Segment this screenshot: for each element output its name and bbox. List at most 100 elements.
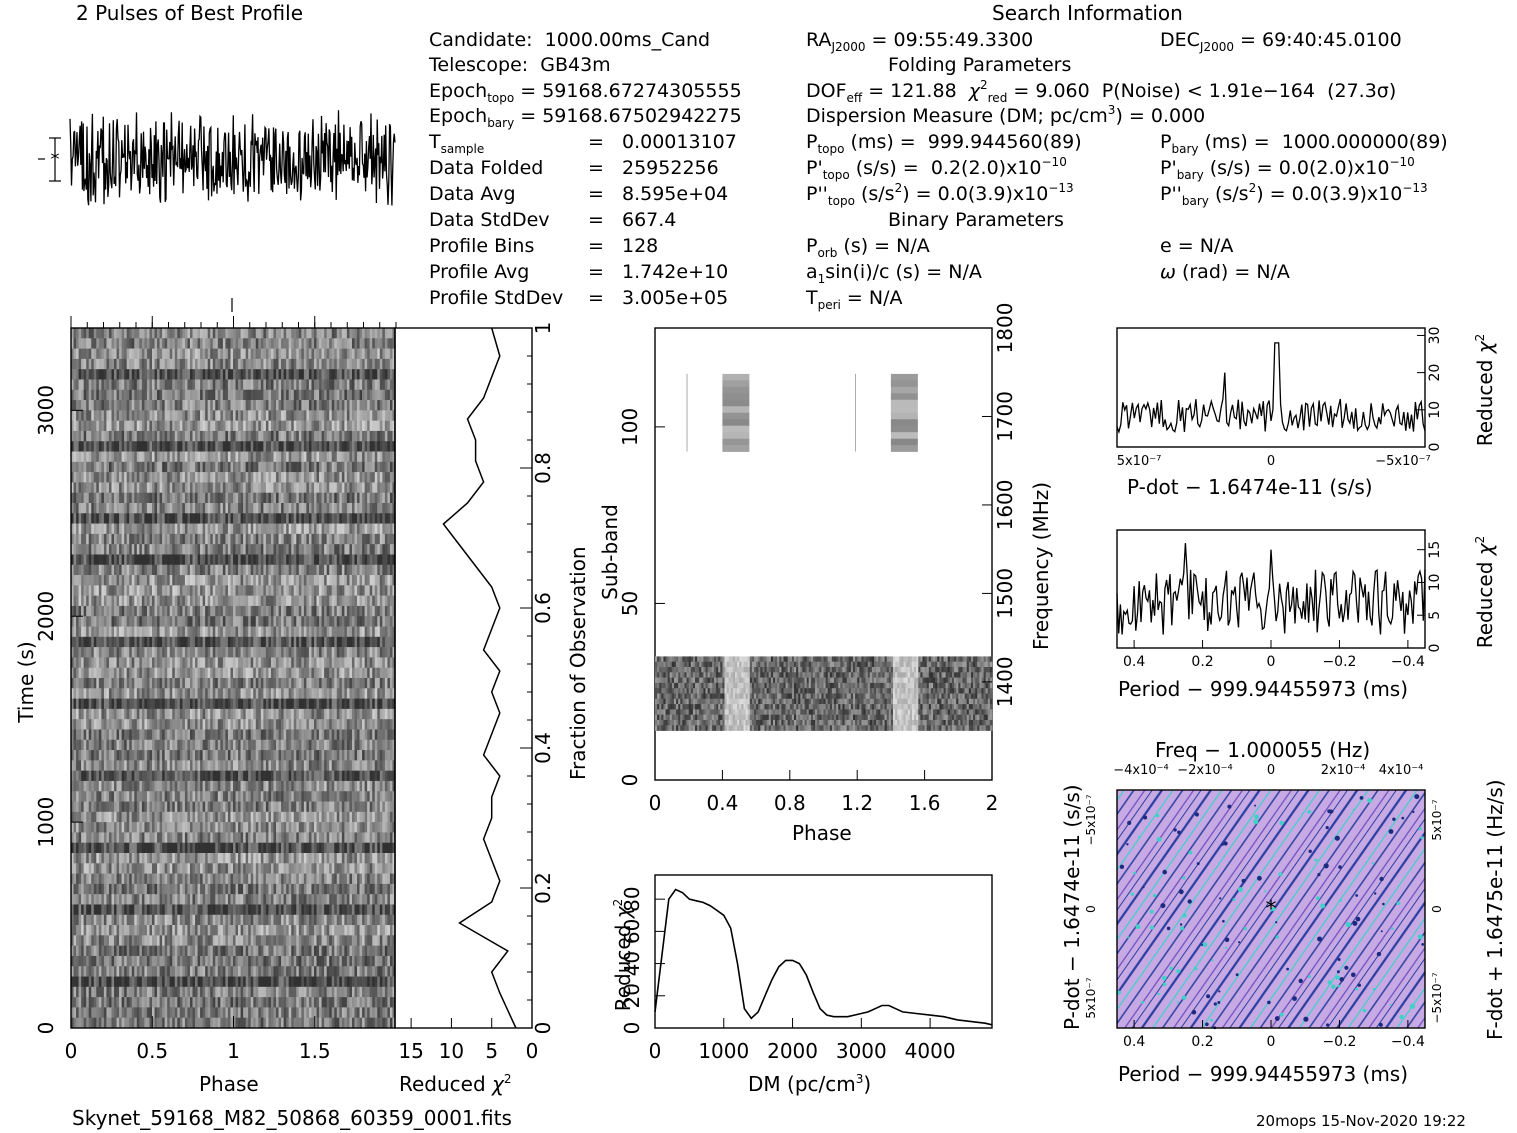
time-phase-cell bbox=[258, 719, 262, 730]
time-phase-cell bbox=[276, 585, 279, 596]
time-phase-cell bbox=[217, 523, 221, 535]
time-phase-cell bbox=[195, 667, 198, 679]
time-phase-cell bbox=[136, 348, 140, 360]
time-phase-cell bbox=[270, 503, 274, 514]
time-phase-cell bbox=[162, 348, 165, 360]
time-phase-cell bbox=[217, 513, 221, 524]
time-phase-cell bbox=[83, 719, 87, 730]
time-phase-cell bbox=[103, 616, 107, 627]
time-phase-cell bbox=[101, 554, 105, 566]
time-phase-cell bbox=[136, 441, 140, 452]
time-phase-cell bbox=[101, 358, 105, 370]
time-phase-cell bbox=[316, 338, 320, 349]
time-phase-cell bbox=[306, 657, 310, 668]
time-phase-cell bbox=[200, 647, 203, 658]
time-phase-cell bbox=[233, 708, 236, 720]
time-phase-cell bbox=[96, 400, 100, 411]
time-phase-cell bbox=[197, 616, 201, 627]
time-phase-cell bbox=[250, 667, 254, 679]
time-phase-cell bbox=[116, 657, 120, 668]
time-phase-cell bbox=[230, 698, 234, 710]
time-phase-cell bbox=[227, 544, 231, 555]
time-phase-cell bbox=[276, 492, 279, 504]
time-phase-cell bbox=[126, 482, 130, 493]
time-phase-cell bbox=[167, 719, 171, 730]
time-phase-cell bbox=[230, 472, 234, 483]
time-phase-cell bbox=[374, 472, 378, 483]
time-phase-cell bbox=[311, 358, 315, 370]
time-phase-cell bbox=[210, 358, 214, 370]
time-phase-cell bbox=[245, 513, 249, 524]
time-phase-cell bbox=[260, 430, 264, 442]
time-phase-cell bbox=[248, 348, 252, 360]
time-phase-cell bbox=[200, 420, 203, 432]
time-phase-cell bbox=[134, 719, 138, 730]
time-phase-cell bbox=[357, 441, 360, 452]
time-phase-cell bbox=[308, 554, 312, 566]
time-phase-cell bbox=[184, 636, 188, 648]
time-phase-cell bbox=[387, 410, 391, 421]
time-phase-cell bbox=[126, 451, 130, 463]
time-phase-cell bbox=[101, 369, 105, 380]
time-phase-cell bbox=[250, 554, 254, 566]
time-phase-cell bbox=[341, 647, 345, 658]
time-phase-cell bbox=[205, 616, 208, 627]
time-phase-cell bbox=[389, 503, 393, 514]
time-phase-cell bbox=[339, 400, 343, 411]
time-phase-cell bbox=[273, 533, 277, 545]
time-phase-cell bbox=[215, 667, 219, 679]
time-phase-cell bbox=[301, 605, 305, 617]
time-phase-cell bbox=[362, 585, 365, 596]
ra-value: 09:55:49.3300 bbox=[893, 29, 1034, 51]
time-phase-cell bbox=[152, 441, 155, 452]
time-phase-cell bbox=[316, 626, 320, 638]
time-phase-cell bbox=[220, 338, 224, 349]
time-phase-cell bbox=[311, 523, 315, 535]
time-phase-cell bbox=[389, 348, 393, 360]
time-phase-cell bbox=[319, 389, 322, 401]
time-phase-cell bbox=[205, 544, 208, 555]
time-phase-cell bbox=[134, 523, 138, 535]
time-phase-cell bbox=[344, 328, 348, 339]
time-phase-cell bbox=[126, 667, 130, 679]
time-phase-cell bbox=[387, 564, 391, 576]
time-phase-cell bbox=[121, 328, 125, 339]
time-phase-cell bbox=[392, 554, 396, 566]
time-phase-cell bbox=[212, 678, 216, 689]
time-phase-cell bbox=[268, 451, 272, 463]
time-phase-cell bbox=[354, 616, 358, 627]
time-phase-cell bbox=[184, 595, 188, 607]
time-phase-cell bbox=[341, 544, 345, 555]
time-phase-cell bbox=[131, 554, 135, 566]
time-phase-cell bbox=[126, 420, 130, 432]
time-phase-cell bbox=[306, 410, 310, 421]
time-phase-cell bbox=[202, 379, 206, 391]
time-phase-cell bbox=[174, 688, 178, 699]
time-phase-cell bbox=[197, 328, 201, 339]
time-phase-cell bbox=[372, 667, 376, 679]
time-phase-cell bbox=[154, 348, 158, 360]
time-phase-cell bbox=[233, 379, 236, 391]
time-phase-cell bbox=[182, 328, 186, 339]
time-phase-cell bbox=[389, 451, 393, 463]
time-phase-cell bbox=[387, 647, 391, 658]
time-phase-cell bbox=[291, 472, 295, 483]
time-phase-cell bbox=[96, 503, 100, 514]
time-phase-cell bbox=[369, 636, 373, 648]
time-phase-cell bbox=[329, 595, 333, 607]
time-phase-cell bbox=[270, 678, 274, 689]
time-phase-cell bbox=[362, 657, 365, 668]
time-phase-cell bbox=[367, 482, 370, 493]
time-phase-cell bbox=[354, 328, 358, 339]
time-phase-cell bbox=[172, 328, 176, 339]
time-phase-cell bbox=[389, 575, 393, 586]
time-phase-cell bbox=[331, 544, 335, 555]
time-phase-cell bbox=[174, 533, 178, 545]
time-phase-cell bbox=[286, 430, 289, 442]
time-phase-cell bbox=[222, 647, 226, 658]
time-phase-cell bbox=[268, 533, 272, 545]
time-phase-cell bbox=[369, 533, 373, 545]
time-phase-cell bbox=[243, 348, 246, 360]
time-phase-cell bbox=[182, 348, 186, 360]
time-phase-cell bbox=[245, 338, 249, 349]
